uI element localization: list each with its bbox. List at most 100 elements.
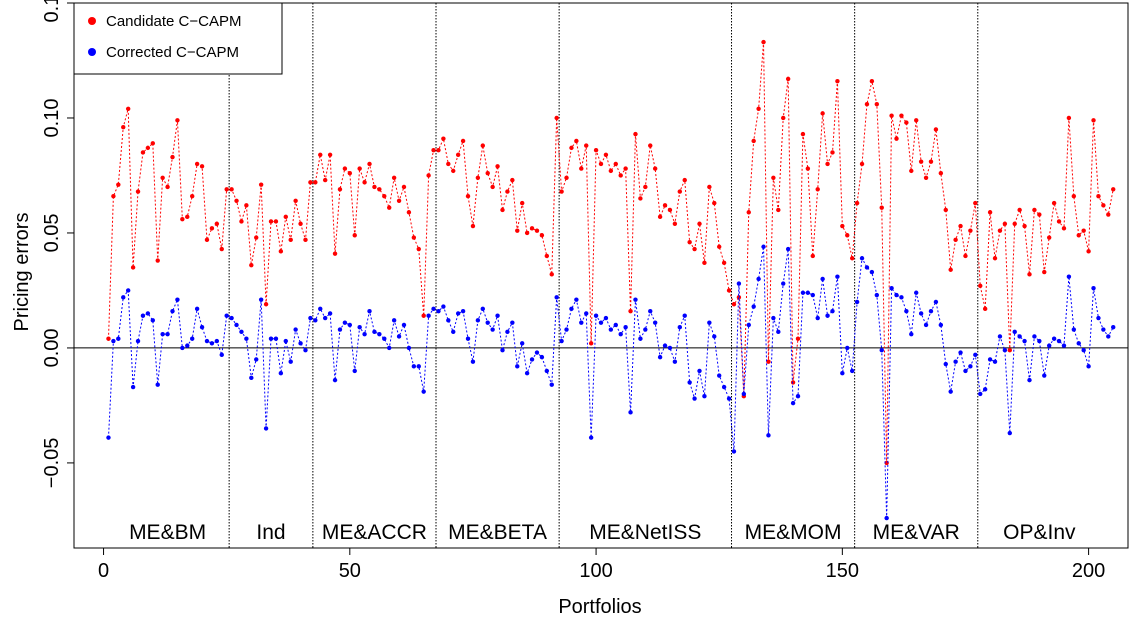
series-1-point	[1061, 343, 1067, 348]
series-0-point	[785, 76, 791, 82]
series-1-point	[1071, 327, 1077, 332]
series-0-point	[840, 223, 845, 229]
series-1-point	[628, 410, 633, 415]
series-1-point	[357, 325, 362, 330]
series-1-point	[864, 265, 870, 270]
series-0-point	[751, 138, 756, 144]
series-1-point	[1017, 334, 1022, 339]
series-1-point	[756, 276, 761, 282]
series-0-point	[717, 244, 722, 249]
series-1-point	[135, 338, 141, 344]
series-0-point	[332, 251, 338, 256]
series-0-point	[204, 237, 210, 243]
series-0-point	[367, 161, 372, 167]
series-0-point	[224, 187, 229, 192]
series-0-point	[1076, 233, 1081, 238]
series-0-point	[1086, 249, 1091, 254]
series-0-point	[652, 166, 658, 171]
series-1-point	[569, 306, 574, 312]
series-0-point	[416, 246, 421, 252]
series-0-point	[229, 187, 234, 192]
series-0-point	[441, 136, 446, 141]
series-1-point	[845, 345, 850, 351]
series-0-point	[125, 106, 131, 111]
series-0-point	[1007, 348, 1012, 353]
series-0-point	[731, 302, 737, 307]
series-0-point	[515, 228, 520, 233]
series-1-point	[815, 315, 820, 321]
series-1-point	[145, 311, 151, 316]
series-1-point	[667, 345, 673, 351]
series-0-point	[451, 168, 456, 174]
series-0-point	[347, 170, 353, 176]
series-0-point	[1056, 219, 1062, 224]
series-1-point	[1106, 334, 1111, 339]
series-0-point	[406, 210, 412, 215]
series-line-0	[107, 42, 1114, 463]
series-0-point	[1012, 221, 1017, 226]
series-0-point	[470, 223, 476, 229]
series-1-point	[204, 338, 210, 344]
series-1-point	[968, 364, 973, 369]
series-1-point	[914, 290, 919, 295]
series-0-point	[421, 313, 426, 318]
series-1-point	[244, 336, 249, 341]
series-1-point	[268, 336, 274, 341]
series-1-point	[662, 343, 668, 348]
series-0-point	[505, 189, 510, 194]
series-0-point	[180, 216, 185, 222]
series-1-point	[234, 322, 239, 328]
series-0-point	[298, 221, 303, 226]
series-0-point	[160, 175, 165, 180]
series-1-point	[593, 313, 599, 318]
series-1-point	[613, 322, 618, 328]
series-1-point	[731, 449, 737, 454]
series-1-point	[840, 371, 845, 376]
series-0-point	[175, 118, 180, 123]
series-0-point	[239, 219, 244, 224]
series-0-point	[746, 210, 751, 215]
series-0-point	[318, 152, 323, 157]
series-1-point	[1027, 377, 1032, 383]
series-0-point	[337, 187, 343, 192]
series-0-point	[702, 260, 707, 266]
series-1-point	[391, 318, 397, 323]
series-1-point	[130, 384, 136, 390]
series-1-point	[519, 341, 525, 346]
series-1-point	[160, 331, 165, 337]
series-1-point	[219, 352, 224, 358]
series-1-point	[564, 327, 569, 332]
series-0-point	[145, 145, 151, 151]
series-1-point	[992, 359, 998, 364]
series-1-point	[500, 348, 505, 353]
series-1-point	[1091, 285, 1096, 291]
series-0-point	[835, 78, 840, 84]
series-0-point	[1027, 272, 1032, 277]
series-0-point	[677, 189, 683, 194]
series-0-point	[273, 219, 279, 224]
series-0-point	[372, 184, 377, 190]
series-0-point	[214, 221, 220, 226]
y-axis-title: Pricing errors	[11, 213, 33, 332]
series-1-point	[702, 394, 707, 399]
series-1-point	[406, 345, 412, 351]
series-1-point	[372, 329, 377, 335]
series-0-point	[465, 193, 471, 199]
series-0-point	[401, 184, 407, 190]
legend-box	[73, 2, 283, 75]
series-1-point	[795, 394, 801, 399]
series-0-point	[923, 175, 929, 180]
series-1-point	[687, 380, 692, 385]
series-1-point	[313, 318, 318, 323]
series-1-point	[1046, 343, 1052, 348]
series-1-point	[554, 295, 559, 300]
series-1-point	[436, 308, 441, 314]
series-0-point	[293, 198, 298, 203]
series-1-point	[254, 357, 259, 362]
series-0-point	[726, 288, 732, 293]
series-1-point	[411, 364, 417, 369]
series-0-point	[933, 127, 939, 132]
legend: Candidate C−CAPM Corrected C−CAPM	[73, 2, 283, 75]
series-1-point	[707, 320, 712, 325]
y-tick-label: 0.05	[41, 213, 63, 252]
